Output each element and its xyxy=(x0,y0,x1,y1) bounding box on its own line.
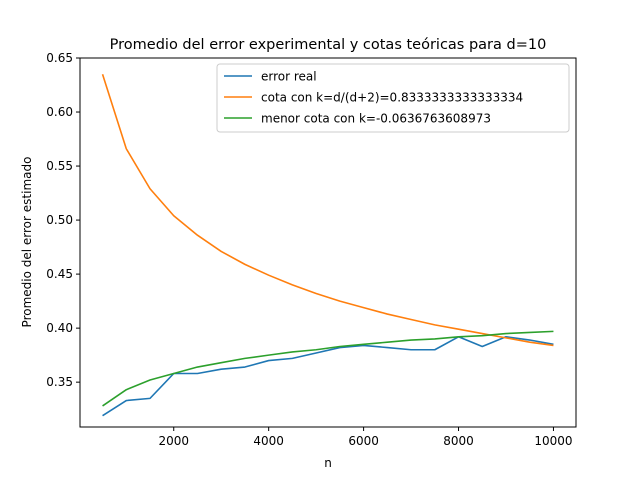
x-axis-label: n xyxy=(324,456,332,470)
y-tick-label: 0.40 xyxy=(46,321,73,335)
y-tick-label: 0.65 xyxy=(46,51,73,65)
y-tick-label: 0.45 xyxy=(46,267,73,281)
x-tick-label: 6000 xyxy=(348,434,379,448)
chart-title: Promedio del error experimental y cotas … xyxy=(110,37,547,53)
legend-box xyxy=(216,63,570,133)
plot-frame xyxy=(79,57,577,428)
y-axis: 0.35 0.40 0.45 0.50 0.55 0.60 0.65 xyxy=(46,51,80,389)
y-tick-label: 0.50 xyxy=(46,213,73,227)
legend-label-1: cota con k=d/(d+2)=0.8333333333333334 xyxy=(261,91,523,105)
x-tick-label: 2000 xyxy=(158,434,189,448)
series-line-1 xyxy=(101,73,554,347)
x-tick-label: 4000 xyxy=(253,434,284,448)
x-axis: 2000 4000 6000 8000 10000 xyxy=(158,427,573,448)
y-tick-label: 0.35 xyxy=(46,375,73,389)
legend-label-2: menor cota con k=-0.0636763608973 xyxy=(261,112,491,126)
x-tick-label: 10000 xyxy=(534,434,572,448)
legend: error real cota con k=d/(d+2)=0.833333333… xyxy=(216,63,570,133)
series-line-0 xyxy=(102,335,554,417)
y-tick-label: 0.60 xyxy=(46,105,73,119)
y-axis-label: Promedio del error estimado xyxy=(20,157,34,328)
series-line-2 xyxy=(102,330,554,407)
x-tick-label: 8000 xyxy=(443,434,474,448)
y-tick-label: 0.55 xyxy=(46,159,73,173)
legend-label-0: error real xyxy=(261,70,317,84)
plot-lines xyxy=(101,73,554,417)
